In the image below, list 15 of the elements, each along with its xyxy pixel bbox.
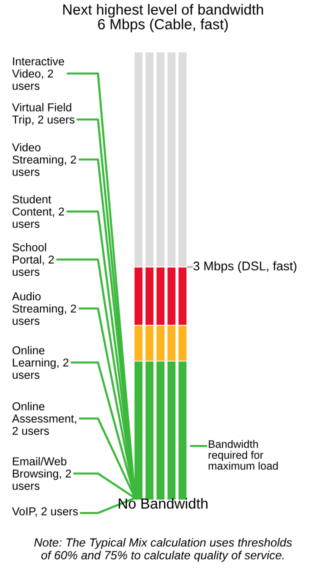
text: VoIP, 2 users bbox=[12, 507, 78, 517]
annotation: No Bandwidth bbox=[118, 498, 208, 509]
text: Audio Streaming, 2 users bbox=[12, 292, 76, 325]
text: School Portal, 2 users bbox=[12, 243, 54, 276]
text: Online Assessment, 2 users bbox=[12, 402, 76, 435]
text: Note: The Typical Mix calculation uses thresholds of 60% and 75% to calculate quality of service. bbox=[34, 538, 292, 562]
text: Video Streaming, 2 users bbox=[12, 143, 76, 176]
text: Online Learning, 2 users bbox=[12, 346, 68, 379]
text: Student Content, 2 users bbox=[12, 195, 64, 228]
ref-line-label: 3 Mbps (DSL, fast) bbox=[193, 261, 296, 273]
text: Bandwidth required for maximum load bbox=[208, 440, 278, 470]
chart-title: Next highest level of bandwidth 6 Mbps (Cable, fast) bbox=[63, 4, 263, 32]
text: Interactive Video, 2 users bbox=[12, 57, 64, 90]
text: Virtual Field Trip, 2 users bbox=[12, 103, 74, 126]
text: Email/Web Browsing, 2 users bbox=[12, 457, 71, 490]
